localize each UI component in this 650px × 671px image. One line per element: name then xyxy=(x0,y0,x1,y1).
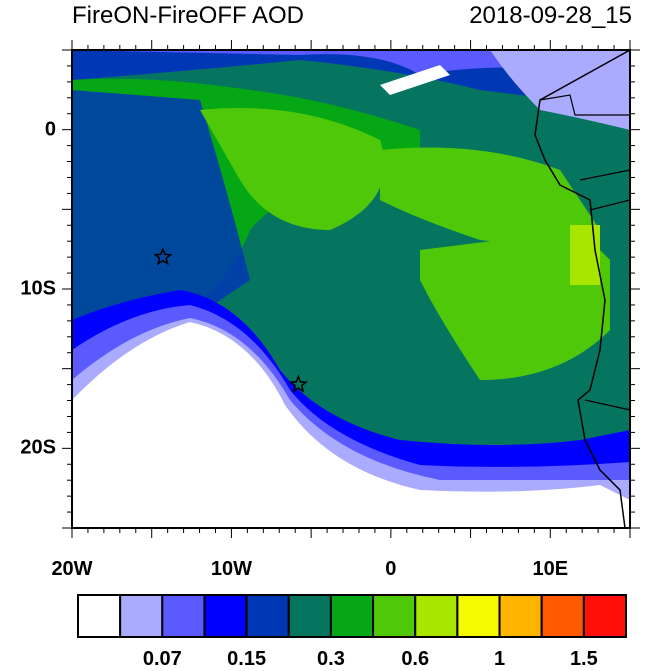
plot-timestamp: 2018-09-28_15 xyxy=(469,2,632,29)
colorbar-box xyxy=(372,594,417,638)
x-tick-label: 20W xyxy=(51,558,93,580)
colorbar-box xyxy=(287,594,332,638)
colorbar-box xyxy=(498,594,543,638)
colorbar-box xyxy=(540,594,585,638)
colorbar-box xyxy=(329,594,375,638)
y-tick-label: 0 xyxy=(44,118,56,141)
colorbar-box xyxy=(161,594,206,638)
colorbar-box xyxy=(203,594,248,638)
x-tick-label: 10W xyxy=(210,558,252,580)
x-tick-label: 10E xyxy=(532,558,569,580)
colorbar-label: 0.15 xyxy=(227,648,267,670)
axis-ticks xyxy=(62,40,640,538)
colorbar-label: 1 xyxy=(493,648,506,670)
country-borders xyxy=(539,94,631,411)
plot-title: FireON-FireOFF AOD xyxy=(72,2,304,29)
star-marker-icon xyxy=(153,247,173,266)
colorbar-box xyxy=(414,594,459,638)
markers xyxy=(153,247,308,393)
coastline xyxy=(534,49,631,529)
colorbar-label: 0.6 xyxy=(401,648,430,670)
colorbar-box xyxy=(582,594,627,638)
aod-field xyxy=(72,50,630,528)
y-tick-label: 20S xyxy=(20,436,56,459)
star-marker-icon xyxy=(288,374,308,393)
colorbar-label: 0.07 xyxy=(142,648,182,670)
y-tick-label: 10S xyxy=(20,277,56,300)
colorbar-box xyxy=(77,594,122,638)
colorbar-label: 1.5 xyxy=(569,648,598,670)
x-tick-label: 0 xyxy=(385,558,397,580)
colorbar-box xyxy=(245,594,290,638)
colorbar-box xyxy=(119,594,164,638)
colorbar-label: 0.3 xyxy=(317,648,345,670)
colorbar xyxy=(77,594,627,638)
colorbar-box xyxy=(456,594,501,638)
